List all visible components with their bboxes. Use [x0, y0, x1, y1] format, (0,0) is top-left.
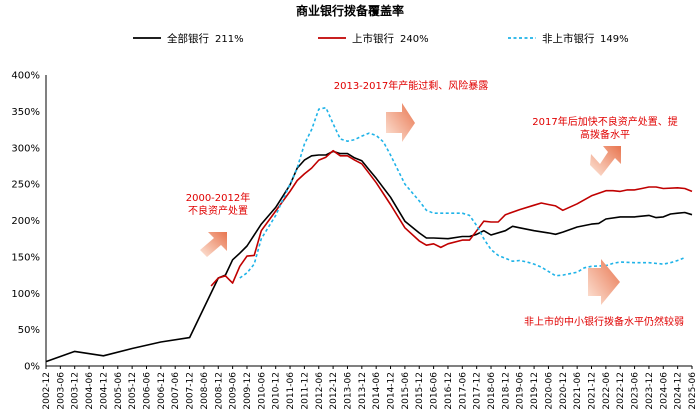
legend-value: 211%	[215, 34, 244, 45]
annotation-text: 2017年后加快不良资产处置、提	[532, 115, 677, 128]
arrow-icon	[386, 103, 415, 142]
x-tick-label: 2024-12	[674, 372, 684, 410]
series-line-3	[239, 106, 686, 279]
x-tick-label: 2019-06	[516, 372, 526, 410]
y-tick-label: 0%	[24, 362, 40, 373]
annotation-text: 高拨备水平	[580, 128, 630, 141]
x-tick-label: 2011-12	[300, 372, 310, 410]
x-tick-label: 2015-06	[401, 372, 411, 410]
x-axis-labels: 2002-12 2003-06 2003-12 2004-06 2004-12 2005-…	[42, 372, 698, 410]
y-tick-label: 250%	[11, 180, 40, 191]
chart-title: 商业银行拨备覆盖率	[296, 3, 404, 18]
x-tick-label: 2017-12	[473, 372, 483, 410]
y-tick-label: 350%	[11, 107, 40, 118]
x-tick-label: 2008-12	[214, 372, 224, 410]
x-tick-label: 2007-06	[171, 372, 181, 410]
y-tick-label: 400%	[11, 71, 40, 82]
x-tick-label: 2016-12	[444, 372, 454, 410]
x-tick-label: 2018-12	[501, 372, 511, 410]
x-tick-label: 2008-06	[200, 372, 210, 410]
y-axis-labels: 0% 50% 100% 150% 200% 250% 300% 350% 400%	[11, 71, 40, 373]
legend-value: 240%	[400, 34, 429, 45]
y-tick-label: 300%	[11, 143, 40, 154]
x-tick-label: 2003-12	[71, 372, 81, 410]
x-tick-label: 2007-12	[186, 372, 196, 410]
x-tick-label: 2013-12	[358, 372, 368, 410]
x-tick-label: 2012-06	[315, 372, 325, 410]
x-tick-label: 2002-12	[42, 372, 52, 410]
x-tick-label: 2020-12	[559, 372, 569, 410]
series-lines	[45, 106, 693, 363]
x-tick-label: 2012-12	[329, 372, 339, 410]
y-tick-label: 150%	[11, 252, 40, 263]
x-tick-label: 2020-06	[544, 372, 554, 410]
x-tick-label: 2017-06	[458, 372, 468, 410]
series-line-1	[45, 150, 693, 363]
legend: 全部银行 211% 上市银行 240% 非上市银行 149%	[133, 32, 629, 45]
x-tick-label: 2023-06	[631, 372, 641, 410]
x-tick-label: 2011-06	[286, 372, 296, 410]
x-tick-label: 2022-12	[616, 372, 626, 410]
arrow-icon	[200, 232, 227, 257]
x-tick-label: 2023-12	[645, 372, 655, 410]
x-tick-label: 2025-06	[688, 372, 698, 410]
legend-value: 149%	[600, 34, 629, 45]
arrow-icon	[590, 146, 621, 176]
x-tick-label: 2022-06	[602, 372, 612, 410]
series-line-2	[210, 149, 693, 287]
y-tick-label: 50%	[18, 325, 40, 336]
x-tick-label: 2018-06	[487, 372, 497, 410]
annotation-text: 2000-2012年	[186, 191, 251, 204]
x-tick-label: 2013-06	[343, 372, 353, 410]
x-tick-label: 2006-06	[142, 372, 152, 410]
x-tick-label: 2005-12	[128, 372, 138, 410]
x-tick-label: 2024-06	[659, 372, 669, 410]
legend-label: 上市银行	[352, 32, 394, 45]
x-tick-label: 2005-06	[114, 372, 124, 410]
legend-label: 全部银行	[167, 32, 209, 45]
x-tick-label: 2010-06	[257, 372, 267, 410]
x-tick-label: 2004-06	[85, 372, 95, 410]
x-tick-label: 2003-06	[56, 372, 66, 410]
y-tick-label: 200%	[11, 216, 40, 227]
x-tick-label: 2015-12	[415, 372, 425, 410]
x-tick-label: 2009-12	[243, 372, 253, 410]
x-tick-label: 2014-12	[387, 372, 397, 410]
y-tick-label: 100%	[11, 289, 40, 300]
arrow-icon	[588, 259, 620, 305]
annotation-text: 不良资产处置	[188, 204, 248, 217]
x-tick-label: 2009-06	[229, 372, 239, 410]
x-tick-label: 2010-12	[272, 372, 282, 410]
legend-label: 非上市银行	[542, 32, 595, 45]
x-tick-label: 2014-06	[372, 372, 382, 410]
plot-axes	[45, 75, 693, 369]
x-tick-label: 2016-06	[430, 372, 440, 410]
x-tick-label: 2021-12	[588, 372, 598, 410]
x-tick-label: 2006-12	[157, 372, 167, 410]
annotation-text: 非上市的中小银行拨备水平仍然较弱	[524, 315, 684, 328]
x-tick-label: 2004-12	[99, 372, 109, 410]
annotation-text: 2013-2017年产能过剩、风险暴露	[334, 79, 489, 92]
x-tick-label: 2019-12	[530, 372, 540, 410]
x-tick-label: 2021-06	[573, 372, 583, 410]
